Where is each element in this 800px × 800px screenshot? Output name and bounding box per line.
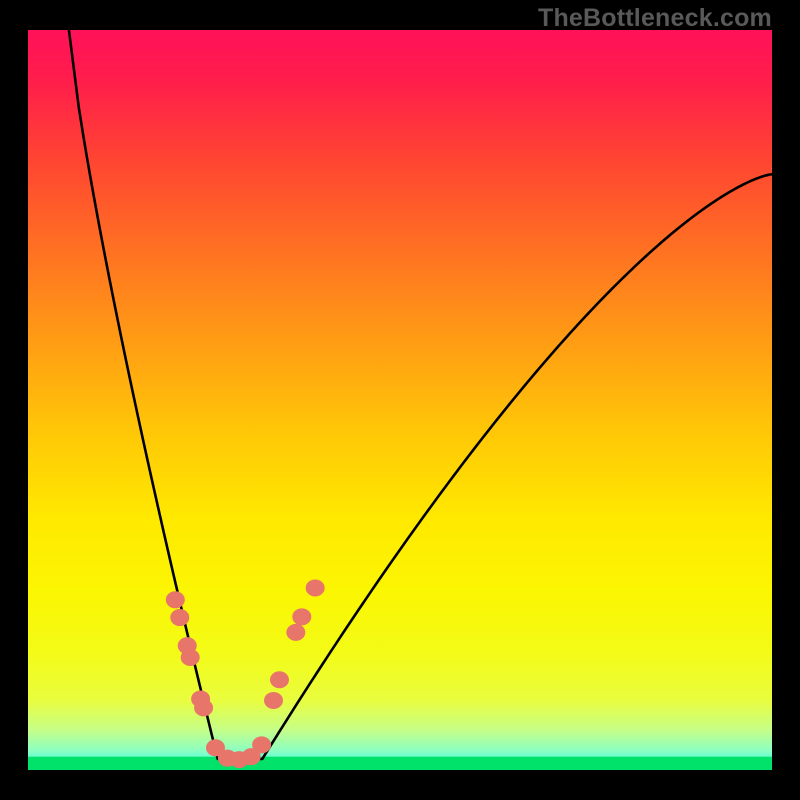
plot-area <box>28 30 772 770</box>
data-marker <box>306 580 324 596</box>
data-marker <box>195 700 213 716</box>
data-marker <box>171 610 189 626</box>
data-marker <box>270 672 288 688</box>
curve-layer <box>28 30 772 770</box>
chart-container: TheBottleneck.com <box>0 0 800 800</box>
watermark-text: TheBottleneck.com <box>538 4 772 33</box>
data-marker <box>181 650 199 666</box>
data-marker <box>265 692 283 708</box>
baseline-band <box>28 757 772 770</box>
bottleneck-curve <box>69 30 772 759</box>
data-marker <box>253 737 271 753</box>
data-marker <box>166 592 184 608</box>
data-marker <box>287 624 305 640</box>
data-marker <box>293 609 311 625</box>
